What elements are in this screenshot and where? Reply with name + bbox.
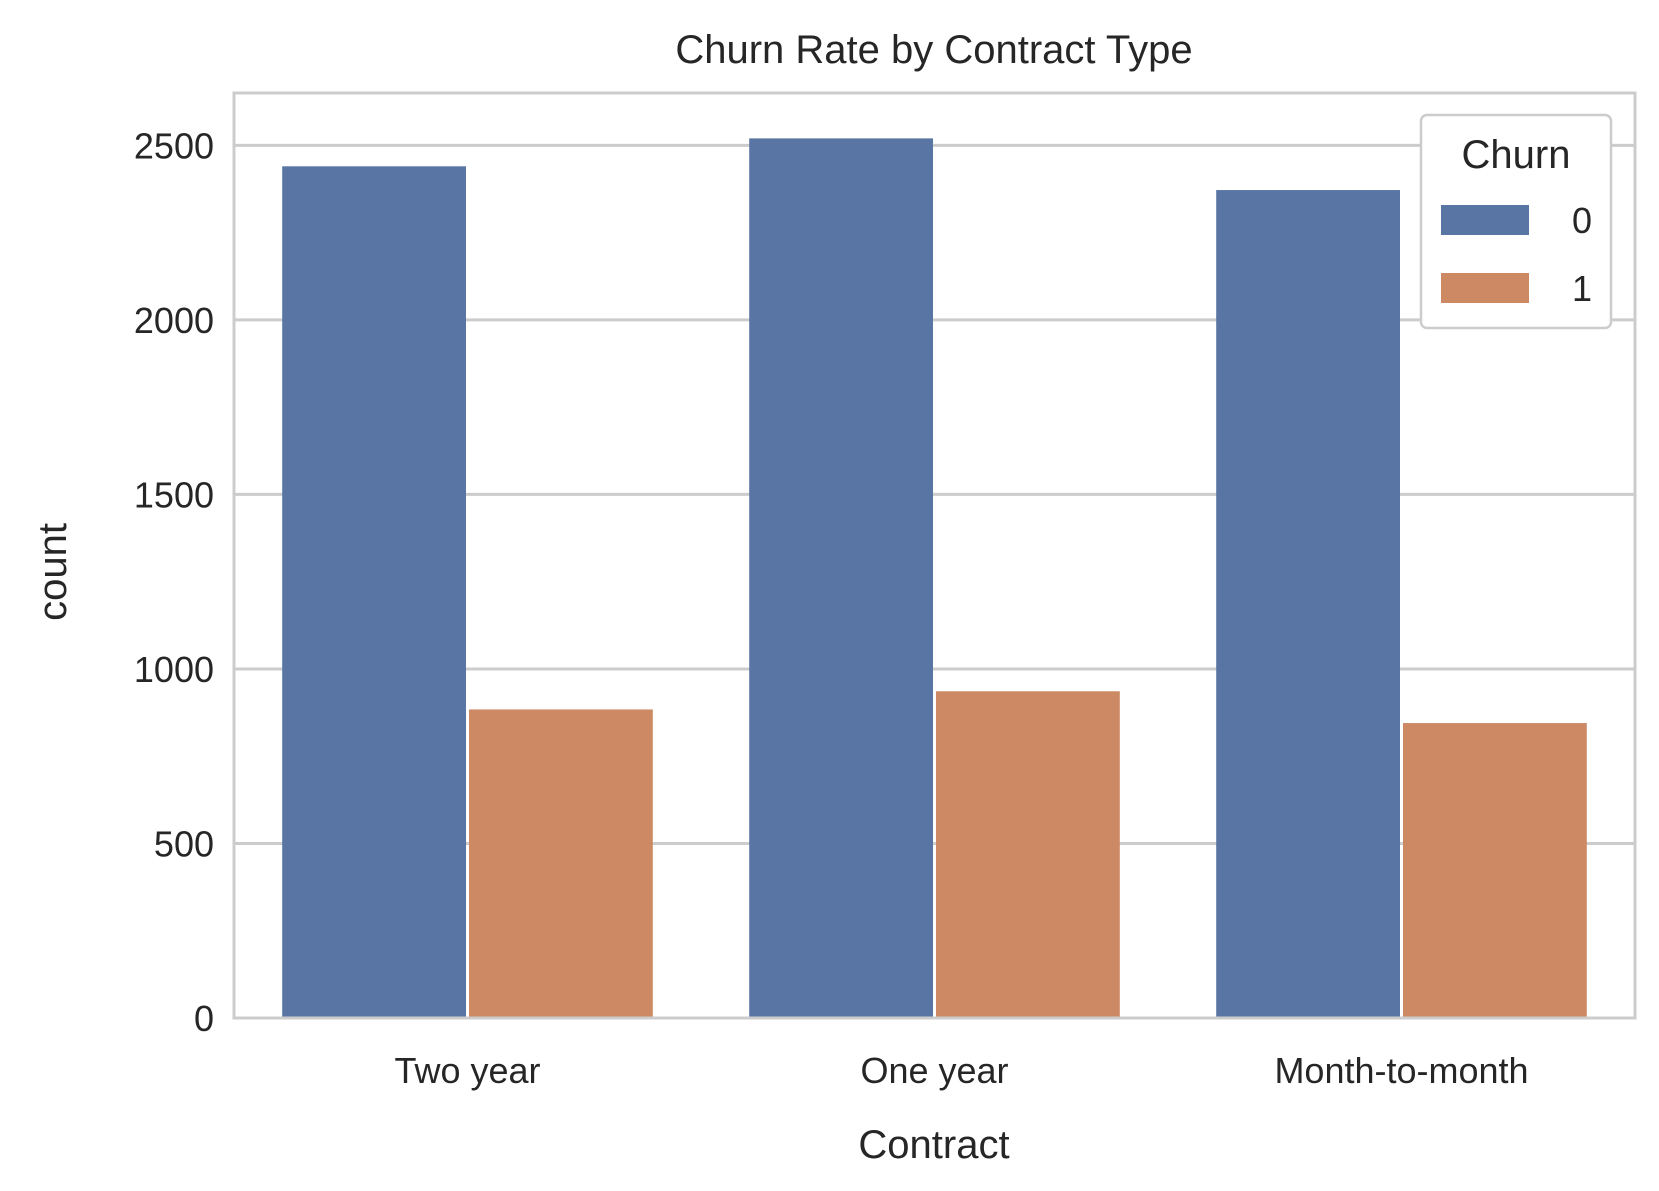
y-tick-label: 1000	[134, 649, 214, 690]
plot-frame	[232, 91, 1637, 1020]
y-tick-label: 500	[154, 823, 214, 864]
legend: Churn 0 1	[1419, 113, 1613, 330]
bar-two-year-churn-0	[282, 166, 466, 1018]
legend-label-1: 1	[1572, 268, 1592, 309]
chart-title: Churn Rate by Contract Type	[675, 28, 1192, 72]
x-tick-label: Month-to-month	[1274, 1050, 1528, 1091]
bars	[282, 138, 1587, 1019]
bar-two-year-churn-1	[469, 709, 653, 1018]
legend-swatch-0	[1441, 205, 1529, 235]
bar-month-to-month-churn-1	[1403, 723, 1587, 1018]
x-tick-labels: Two year One year Month-to-month	[394, 1050, 1528, 1091]
y-tick-label: 0	[194, 998, 214, 1039]
y-tick-label: 2500	[134, 125, 214, 166]
x-tick-label: One year	[860, 1050, 1008, 1091]
legend-title: Churn	[1462, 133, 1571, 177]
bar-one-year-churn-1	[936, 691, 1120, 1018]
legend-swatch-1	[1441, 273, 1529, 303]
legend-label-0: 0	[1572, 200, 1592, 241]
y-axis-label: count	[31, 523, 75, 621]
y-tick-label: 1500	[134, 474, 214, 515]
bar-one-year-churn-0	[749, 138, 933, 1018]
y-tick-label: 2000	[134, 300, 214, 341]
bar-month-to-month-churn-0	[1216, 190, 1400, 1019]
x-axis-label: Contract	[858, 1123, 1009, 1167]
y-tick-labels: 0 500 1000 1500 2000 2500	[134, 125, 214, 1039]
x-tick-label: Two year	[394, 1050, 540, 1091]
